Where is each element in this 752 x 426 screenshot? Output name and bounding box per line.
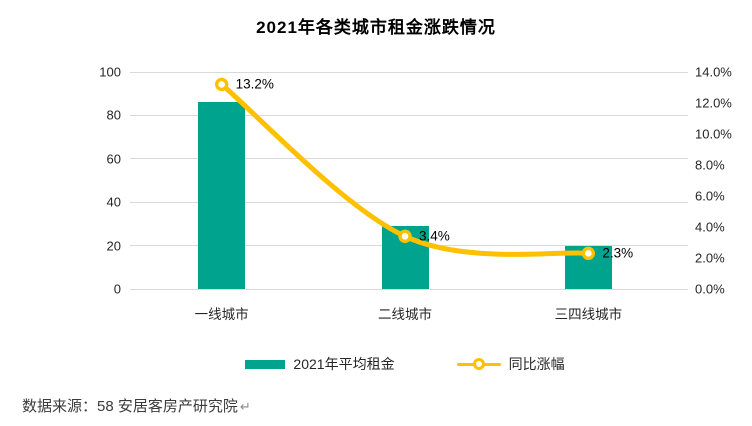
- point-label: 13.2%: [235, 76, 274, 92]
- right-axis-tick: 6.0%: [695, 188, 725, 204]
- point-label: 3.4%: [419, 228, 450, 244]
- legend-label-bar: 2021年平均租金: [293, 356, 395, 372]
- line-marker-icon: [398, 229, 412, 244]
- legend: 2021年平均租金 同比涨幅: [130, 354, 680, 374]
- legend-item-bar: 2021年平均租金: [245, 354, 395, 374]
- line-series: [214, 77, 596, 261]
- gridline: [130, 71, 688, 73]
- source-note-text: 数据来源：58 安居客房产研究院: [22, 398, 238, 415]
- line-swatch-icon: [456, 358, 501, 370]
- line-marker-icon: [214, 77, 229, 92]
- gridline: [130, 158, 688, 160]
- return-mark-icon: ↵: [239, 399, 251, 414]
- source-note: 数据来源：58 安居客房产研究院 ↵: [22, 395, 251, 416]
- right-axis-tick: 14.0%: [695, 64, 732, 80]
- right-axis-tick: 8.0%: [695, 157, 725, 173]
- point-label: 2.3%: [602, 245, 634, 261]
- right-axis-tick: 2.0%: [695, 250, 725, 266]
- category-label: 三四线城市: [554, 307, 623, 322]
- gridline: [130, 201, 688, 203]
- right-axis-tick: 12.0%: [695, 95, 732, 111]
- left-axis-tick: 80: [106, 107, 121, 123]
- left-axis-tick: 40: [106, 194, 121, 210]
- chart-title: 2021年各类城市租金涨跌情况: [256, 18, 496, 37]
- category-label: 二线城市: [378, 307, 432, 322]
- left-axis-tick: 100: [99, 64, 121, 80]
- right-axis-tick: 4.0%: [695, 219, 725, 235]
- bar-swatch-icon: [245, 359, 286, 369]
- left-axis-tick: 20: [106, 238, 121, 254]
- left-axis-tick: 0: [113, 281, 121, 297]
- left-axis-tick: 60: [106, 151, 121, 167]
- legend-item-line: 同比涨幅: [456, 354, 565, 374]
- bar-一线城市: [198, 102, 246, 289]
- line-path: [219, 81, 591, 257]
- legend-label-line: 同比涨幅: [508, 356, 565, 372]
- plot-area: 0 20 40 60 80 100 0.0% 2.0% 4.0% 6.0% 8.0% 10.0% 12…: [99, 65, 732, 323]
- gridline: [130, 288, 688, 290]
- right-axis-tick: 10.0%: [695, 126, 732, 142]
- category-label: 一线城市: [194, 307, 249, 322]
- gridline: [130, 114, 688, 116]
- right-axis-tick: 0.0%: [695, 281, 725, 297]
- line-marker-icon: [581, 246, 596, 261]
